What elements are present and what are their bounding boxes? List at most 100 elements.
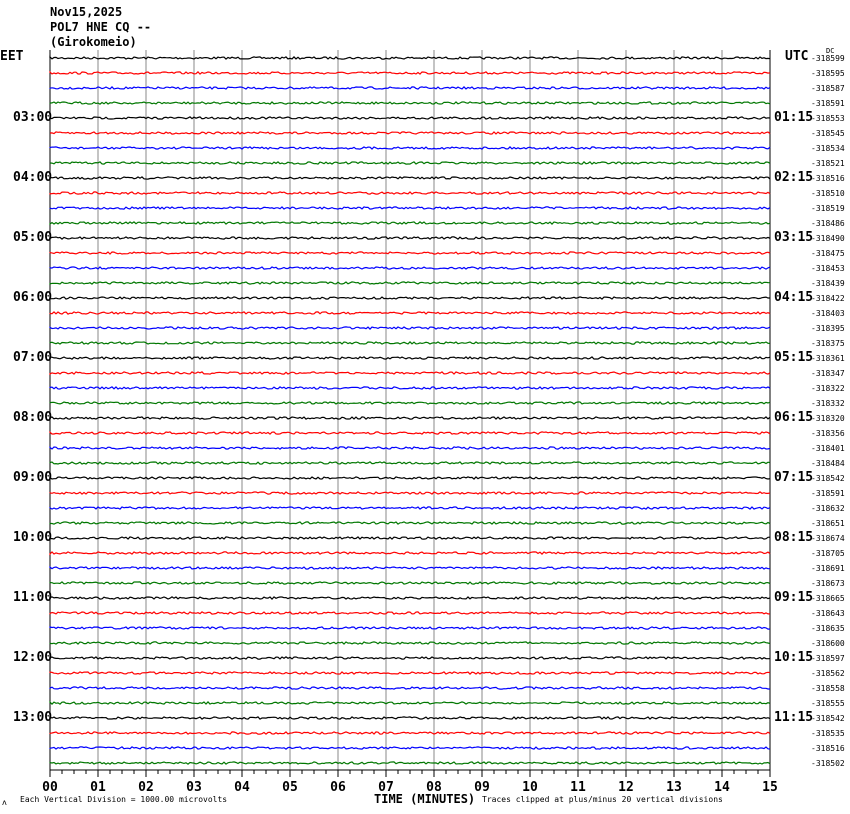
location-label: (Girokomeio) [50, 35, 137, 49]
left-timezone: EET [0, 49, 24, 64]
trace-offset-label: -318705 [811, 549, 845, 558]
trace-6 [49, 146, 771, 150]
trace-13 [49, 251, 771, 255]
trace-offset-label: -318395 [811, 324, 845, 333]
trace-offset-label: -318599 [811, 54, 845, 63]
trace-33 [49, 551, 771, 556]
trace-4 [49, 116, 771, 120]
trace-offset-label: -318516 [811, 744, 845, 753]
trace-27 [49, 461, 771, 465]
trace-offset-label: -318665 [811, 594, 845, 603]
trace-offset-label: -318587 [811, 84, 845, 93]
x-tick-label: 08 [426, 780, 442, 795]
trace-offset-label: -318484 [811, 459, 845, 468]
trace-16 [49, 296, 770, 300]
trace-offset-label: -318545 [811, 129, 845, 138]
trace-offset-label: -318375 [811, 339, 845, 348]
x-tick-label: 07 [378, 780, 394, 795]
trace-offset-label: -318673 [811, 579, 845, 588]
trace-offset-label: -318597 [811, 654, 845, 663]
trace-offset-label: -318439 [811, 279, 845, 288]
trace-offset-label: -318635 [811, 624, 845, 633]
left-hour-label: 08:00 [13, 410, 53, 425]
trace-2 [49, 86, 771, 90]
trace-offset-label: -318643 [811, 609, 845, 618]
x-axis-label: TIME (MINUTES) [374, 792, 476, 806]
x-tick-label: 10 [522, 780, 538, 795]
x-tick-label: 04 [234, 780, 250, 795]
trace-24 [49, 416, 771, 420]
trace-9 [49, 191, 771, 195]
trace-0 [49, 55, 771, 60]
trace-offset-label: -318332 [811, 399, 845, 408]
trace-offset-label: -318422 [811, 294, 845, 303]
trace-offset-label: -318519 [811, 204, 845, 213]
trace-offset-label: -318502 [811, 759, 845, 768]
right-hour-label: 10:15 [774, 650, 814, 665]
right-timezone: UTC [785, 49, 809, 64]
trace-offset-label: -318691 [811, 564, 845, 573]
trace-offset-label: -318595 [811, 69, 845, 78]
trace-offset-label: -318558 [811, 684, 845, 693]
left-hour-label: 10:00 [13, 530, 53, 545]
trace-39 [49, 641, 771, 645]
right-hour-label: 05:15 [774, 350, 814, 365]
x-tick-label: 00 [42, 780, 58, 795]
trace-32 [49, 536, 771, 540]
trace-12 [49, 236, 771, 240]
trace-offset-label: -318651 [811, 519, 845, 528]
trace-44 [49, 716, 771, 720]
x-tick-label: 11 [570, 780, 586, 795]
trace-47 [49, 761, 771, 765]
right-hour-label: 02:15 [774, 170, 814, 185]
trace-19 [49, 341, 771, 345]
trace-26 [49, 446, 771, 450]
trace-offset-label: -318674 [811, 534, 845, 543]
right-hour-label: 06:15 [774, 410, 814, 425]
trace-41 [49, 671, 771, 675]
trace-42 [49, 686, 770, 690]
trace-18 [49, 326, 771, 330]
trace-25 [49, 431, 771, 435]
right-hour-label: 01:15 [774, 110, 814, 125]
trace-34 [49, 566, 770, 570]
trace-offset-label: -318320 [811, 414, 845, 423]
station-label: POL7 HNE CQ -- [50, 20, 152, 34]
trace-offset-label: -318516 [811, 174, 845, 183]
trace-30 [49, 506, 771, 510]
trace-offset-label: -318401 [811, 444, 845, 453]
trace-offset-label: -318490 [811, 234, 845, 243]
right-hour-label: 07:15 [774, 470, 814, 485]
trace-15 [49, 281, 771, 285]
x-tick-label: 09 [474, 780, 490, 795]
trace-offset-label: -318542 [811, 474, 845, 483]
trace-20 [49, 356, 771, 360]
right-hour-label: 09:15 [774, 590, 814, 605]
trace-offset-label: -318347 [811, 369, 845, 378]
trace-35 [49, 581, 771, 585]
trace-offset-label: -318510 [811, 189, 845, 198]
right-hour-label: 08:15 [774, 530, 814, 545]
trace-offset-label: -318600 [811, 639, 845, 648]
trace-offset-label: -318555 [811, 699, 845, 708]
trace-offset-label: -318542 [811, 714, 845, 723]
trace-1 [49, 70, 771, 75]
trace-offset-label: -318453 [811, 264, 845, 273]
date-label: Nov15,2025 [50, 5, 123, 19]
left-hour-label: 13:00 [13, 710, 53, 725]
x-tick-label: 06 [330, 780, 346, 795]
trace-40 [49, 656, 770, 660]
trace-11 [49, 221, 771, 226]
trace-offset-label: -318591 [811, 489, 845, 498]
trace-17 [49, 311, 771, 315]
trace-8 [49, 176, 771, 180]
trace-23 [49, 401, 771, 405]
left-hour-label: 09:00 [13, 470, 53, 485]
trace-offset-label: -318553 [811, 114, 845, 123]
x-tick-label: 02 [138, 780, 154, 795]
trace-45 [49, 731, 771, 735]
trace-offset-label: -318356 [811, 429, 845, 438]
trace-36 [49, 596, 771, 600]
x-tick-label: 12 [618, 780, 634, 795]
